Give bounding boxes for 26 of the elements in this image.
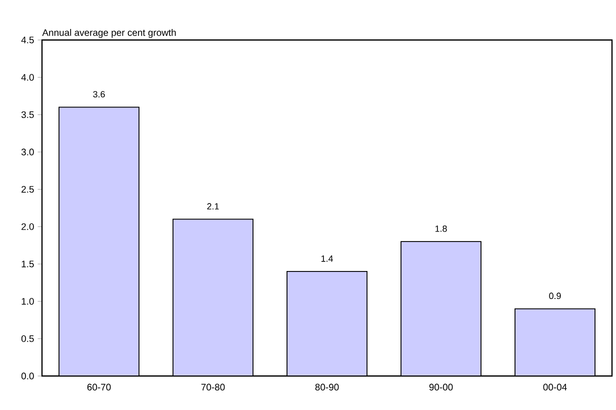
bar (58, 106, 140, 376)
bar (400, 241, 482, 376)
bar (173, 219, 254, 376)
data-label: 1.8 (435, 225, 447, 232)
y-tick-label: 0.5 (21, 335, 34, 342)
data-label: 0.9 (549, 292, 561, 300)
x-tick-label: 60-70 (87, 384, 111, 390)
bar (514, 308, 596, 376)
y-tick-label: 4.5 (21, 36, 34, 44)
y-tick-label: 2.5 (22, 186, 34, 193)
data-label: 1.4 (321, 256, 333, 262)
y-tick-label: 4.0 (21, 74, 34, 81)
y-tick-label: 1.5 (22, 260, 34, 268)
y-tick-label: 2.0 (22, 223, 34, 230)
y-tick-label: 1.0 (22, 298, 34, 305)
x-tick-label: 90-00 (429, 384, 453, 390)
bar (286, 271, 368, 376)
y-axis-title: Annual average per cent growth (42, 28, 176, 38)
data-label: 2.1 (207, 203, 219, 210)
x-tick-label: 80-90 (315, 384, 339, 390)
y-tick-label: 3.5 (21, 111, 34, 118)
x-tick-label: 70-80 (201, 384, 225, 390)
x-tick-label: 00-04 (543, 384, 567, 390)
data-label: 3.6 (93, 91, 105, 98)
y-tick-label: 3.0 (21, 148, 34, 156)
y-tick-label: 0.0 (21, 372, 34, 380)
